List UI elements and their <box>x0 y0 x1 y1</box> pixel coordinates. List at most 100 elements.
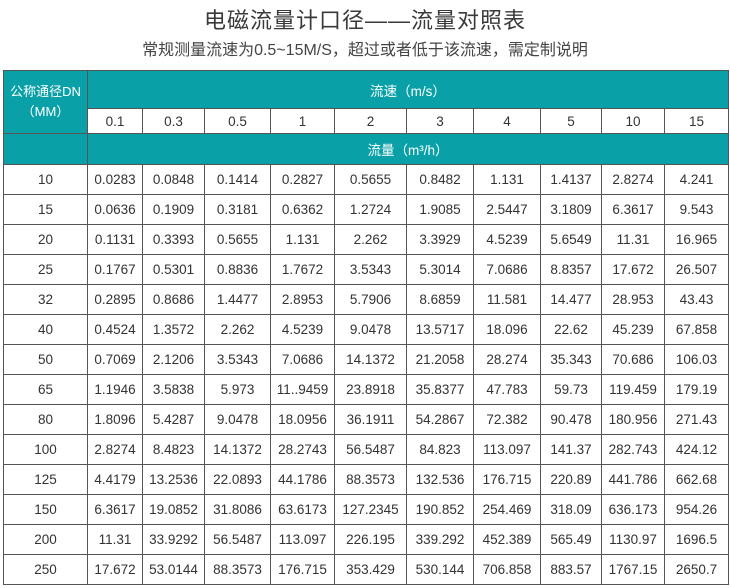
flow-cell: 43.43 <box>663 284 730 315</box>
dn-cell: 125 <box>3 464 88 495</box>
flow-cell: 176.715 <box>270 554 335 585</box>
flow-cell: 18.096 <box>473 314 541 345</box>
flow-cell: 3.5343 <box>204 344 271 375</box>
dn-cell: 40 <box>3 314 88 345</box>
flow-cell: 127.2345 <box>334 494 407 525</box>
flow-cell: 4.5239 <box>270 314 335 345</box>
velocity-cell: 1 <box>270 108 335 134</box>
flow-cell: 1.1946 <box>87 374 143 405</box>
flow-cell: 28.953 <box>601 284 665 315</box>
table-row: 250 17.672 53.0144 88.3573 176.715 353.429 530… <box>3 554 730 585</box>
flow-cell: 88.3573 <box>204 554 271 585</box>
flow-cell: 662.68 <box>663 464 730 495</box>
flow-cell: 6.3617 <box>601 194 665 225</box>
flow-cell: 4.4179 <box>87 464 143 495</box>
flow-cell: 4.5239 <box>473 224 541 255</box>
flow-cell: 106.03 <box>663 344 730 375</box>
flow-cell: 7.0686 <box>270 344 335 375</box>
flow-cell: 339.292 <box>406 524 474 555</box>
flow-cell: 5.7906 <box>334 284 407 315</box>
flow-cell: 0.1767 <box>87 254 143 285</box>
flow-cell: 0.0848 <box>142 164 205 195</box>
flow-cell: 9.0478 <box>204 404 271 435</box>
flow-cell: 19.0852 <box>142 494 205 525</box>
flow-cell: 33.9292 <box>142 524 205 555</box>
dn-cell: 65 <box>3 374 88 405</box>
dn-cell: 25 <box>3 254 88 285</box>
page-subtitle: 常规测量流速为0.5~15M/S，超过或者低于该流速，需定制说明 <box>142 42 588 59</box>
flow-cell: 0.4524 <box>87 314 143 345</box>
flow-cell: 17.672 <box>601 254 665 285</box>
dn-cell: 80 <box>3 404 88 435</box>
flow-cell: 88.3573 <box>334 464 407 495</box>
flow-cell: 5.973 <box>204 374 271 405</box>
velocity-cell: 4 <box>473 108 541 134</box>
flow-cell: 141.37 <box>540 434 602 465</box>
dn-cell: 15 <box>3 194 88 225</box>
flow-cell: 28.274 <box>473 344 541 375</box>
flow-cell: 16.965 <box>663 224 730 255</box>
flow-cell: 72.382 <box>473 404 541 435</box>
flow-cell: 56.5487 <box>334 434 407 465</box>
flow-cell: 113.097 <box>473 434 541 465</box>
flow-cell: 353.429 <box>334 554 407 585</box>
flow-cell: 1.131 <box>473 164 541 195</box>
flow-cell: 706.858 <box>473 554 541 585</box>
flow-cell: 883.57 <box>540 554 602 585</box>
table-row: 150 6.3617 19.0852 31.8086 63.6173 127.2345 19… <box>3 494 730 525</box>
flow-header: 流量（m³/h） <box>86 133 730 165</box>
flow-table: 公称通径DN （MM） 流速（m/s） 0.1 0.3 0.5 1 2 3 4 5 10 15 流… <box>3 70 730 585</box>
table-row: 100 2.8274 8.4823 14.1372 28.2743 56.5487 84.8… <box>3 434 730 465</box>
velocity-row: 0.1 0.3 0.5 1 2 3 4 5 10 15 <box>4 108 730 134</box>
flow-cell: 14.1372 <box>204 434 271 465</box>
flow-cell: 0.7069 <box>87 344 143 375</box>
flow-cell: 179.19 <box>663 374 730 405</box>
table-row: 10 0.0283 0.0848 0.1414 0.2827 0.5655 0.8482 1.… <box>3 164 730 195</box>
flow-cell: 2.8953 <box>270 284 335 315</box>
velocity-cell: 10 <box>601 108 665 134</box>
flow-cell: 1.4477 <box>204 284 271 315</box>
flow-cell: 14.1372 <box>334 344 407 375</box>
flow-cell: 0.5655 <box>204 224 271 255</box>
flow-cell: 452.389 <box>473 524 541 555</box>
flow-cell: 67.858 <box>663 314 730 345</box>
flow-cell: 424.12 <box>663 434 730 465</box>
flow-cell: 1767.15 <box>601 554 665 585</box>
page-title: 电磁流量计口径——流量对照表 <box>203 8 526 33</box>
flow-cell: 90.478 <box>540 404 602 435</box>
dn-cell: 32 <box>3 284 88 315</box>
velocity-cell: 0.1 <box>87 108 143 134</box>
dn-header-unit: （MM） <box>21 104 70 119</box>
table-row: 25 0.1767 0.5301 0.8836 1.7672 3.5343 5.3014 7.… <box>3 254 730 285</box>
flow-cell: 59.73 <box>540 374 602 405</box>
flow-cell: 1.2724 <box>334 194 407 225</box>
velocity-cell: 15 <box>663 108 730 134</box>
flow-cell: 2.8274 <box>601 164 665 195</box>
table-row: 20 0.1131 0.3393 0.5655 1.131 2.262 3.3929 4.52… <box>3 224 730 255</box>
table-row: 50 0.7069 2.1206 3.5343 7.0686 14.1372 21.2058… <box>3 344 730 375</box>
flow-cell: 0.5655 <box>334 164 407 195</box>
flow-cell: 31.8086 <box>204 494 271 525</box>
flow-cell: 35.8377 <box>406 374 474 405</box>
table-row: 32 0.2895 0.8686 1.4477 2.8953 5.7906 8.6859 11… <box>3 284 730 315</box>
flow-cell: 5.4287 <box>142 404 205 435</box>
flow-cell: 0.6362 <box>270 194 335 225</box>
flow-cell: 11..9459 <box>270 374 335 405</box>
flow-cell: 9.543 <box>663 194 730 225</box>
dn-cell: 20 <box>3 224 88 255</box>
flow-cell: 0.3393 <box>142 224 205 255</box>
flow-cell: 17.672 <box>87 554 143 585</box>
flow-cell: 3.1809 <box>540 194 602 225</box>
dn-cell: 150 <box>3 494 88 525</box>
flow-cell: 0.1414 <box>204 164 271 195</box>
flow-cell: 13.2536 <box>142 464 205 495</box>
flow-cell: 0.1909 <box>142 194 205 225</box>
flow-cell: 132.536 <box>406 464 474 495</box>
flow-cell: 22.0893 <box>204 464 271 495</box>
flow-cell: 84.823 <box>406 434 474 465</box>
flow-cell: 36.1911 <box>334 404 407 435</box>
velocity-cell: 2 <box>334 108 407 134</box>
flow-cell: 1.7672 <box>270 254 335 285</box>
velocity-cell: 3 <box>406 108 474 134</box>
flow-cell: 318.09 <box>540 494 602 525</box>
